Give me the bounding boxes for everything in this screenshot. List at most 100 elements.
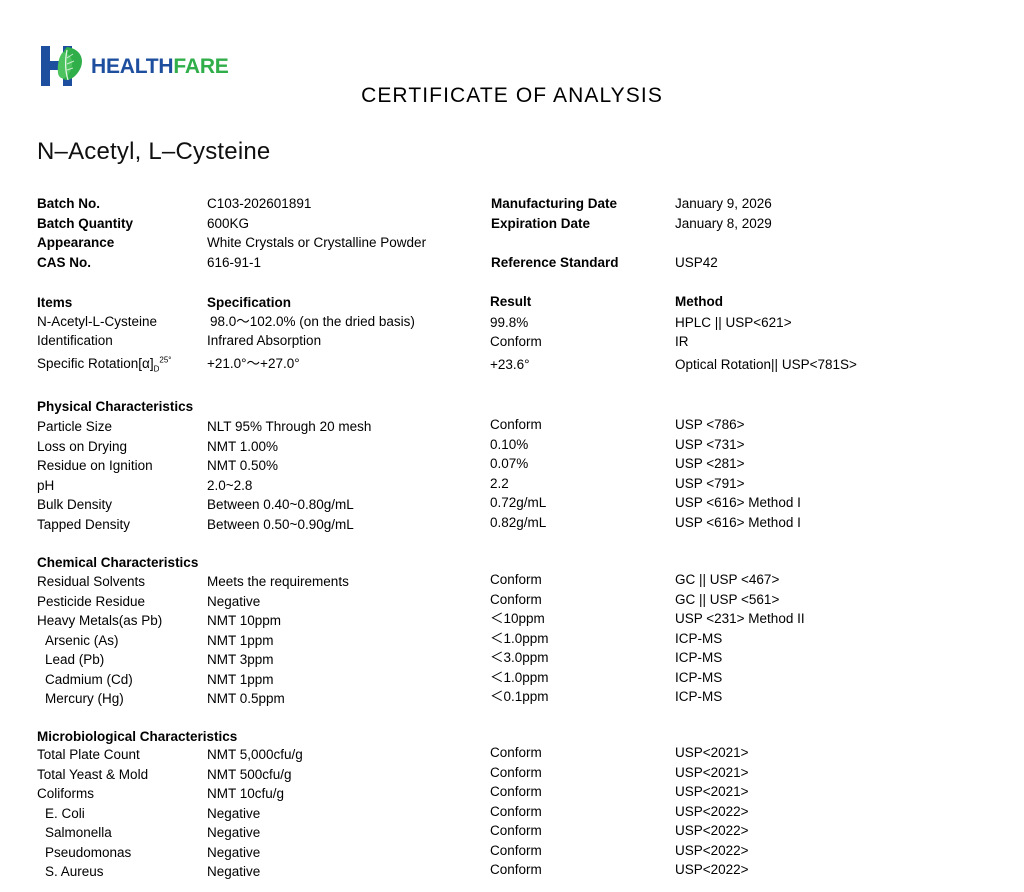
row-result: ＜1.0ppm xyxy=(490,630,549,646)
row-method: USP<2021> xyxy=(675,784,749,799)
row-specification: Negative xyxy=(207,864,261,879)
row-method: USP<2022> xyxy=(675,803,749,819)
row-specification: NMT 500cfu/g xyxy=(207,766,292,782)
row-item: Loss on Drying xyxy=(37,438,128,454)
row-specification: NMT 1.00% xyxy=(207,438,279,454)
row-method: ICP-MS xyxy=(675,689,723,704)
row-method: ICP-MS xyxy=(675,630,723,646)
meta-row: CAS No. 616-91-1 Reference Standard USP4… xyxy=(0,255,1024,275)
leaf-h-icon xyxy=(37,40,89,92)
row-item: pH xyxy=(37,477,55,493)
row-result: 0.07% xyxy=(490,456,529,471)
section-title-microbiological: Microbiological Characteristics xyxy=(37,729,238,744)
row-item: Residual Solvents xyxy=(37,574,146,589)
manufacturing-date-label: Manufacturing Date xyxy=(491,196,618,211)
batch-meta-block: Batch No. C103-202601891 Manufacturing D… xyxy=(0,196,1024,274)
row-method: USP<2021> xyxy=(675,764,749,780)
section-title-chemical: Chemical Characteristics xyxy=(37,555,199,570)
row-result: ＜3.0ppm xyxy=(490,650,549,665)
row-method: IR xyxy=(675,334,689,349)
batch-no-label: Batch No. xyxy=(37,196,101,211)
row-specification: NMT 0.50% xyxy=(207,458,279,473)
row-result: 99.8% xyxy=(490,315,529,330)
row-item-text: Specific Rotation[α] xyxy=(37,356,154,371)
row-result: +23.6° xyxy=(490,357,530,372)
appearance-label: Appearance xyxy=(37,235,115,250)
row-specification: Negative xyxy=(207,844,261,860)
row-specification: 2.0~2.8 xyxy=(207,477,253,493)
expiration-date-value: January 8, 2029 xyxy=(675,215,772,231)
row-method: USP <281> xyxy=(675,456,745,471)
row-result: Conform xyxy=(490,803,542,819)
row-specification: +21.0°～+27.0° xyxy=(207,356,300,371)
appearance-value: White Crystals or Crystalline Powder xyxy=(207,235,427,250)
row-item: Bulk Density xyxy=(37,497,113,512)
meta-row: Batch Quantity 600KG Expiration Date Jan… xyxy=(0,216,1024,236)
row-method: ICP-MS xyxy=(675,669,723,685)
row-result: Conform xyxy=(490,823,542,838)
logo-wordmark-secondary: FARE xyxy=(173,54,229,78)
row-item: Mercury (Hg) xyxy=(45,691,124,706)
batch-quantity-label: Batch Quantity xyxy=(37,215,134,231)
row-result: Conform xyxy=(490,764,542,780)
reference-standard-value: USP42 xyxy=(675,254,718,270)
row-specification: Between 0.50~0.90g/mL xyxy=(207,516,354,532)
row-result: ＜0.1ppm xyxy=(490,689,549,704)
row-method: USP<2021> xyxy=(675,745,749,760)
row-method: USP <231> Method II xyxy=(675,611,805,626)
section-physical-rows: Particle Size NLT 95% Through 20 mesh Co… xyxy=(0,417,1024,537)
logo-wordmark-primary: HEALTH xyxy=(91,54,174,78)
row-result: ＜1.0ppm xyxy=(490,669,549,685)
row-result: Conform xyxy=(490,591,542,607)
healthfare-logo: HEALTHFARE xyxy=(37,40,229,92)
row-item: Residue on Ignition xyxy=(37,458,153,473)
row-specification: NMT 1ppm xyxy=(207,632,274,648)
row-specification: Negative xyxy=(207,805,261,821)
manufacturing-date-value: January 9, 2026 xyxy=(675,196,772,211)
row-specification: Infrared Absorption xyxy=(207,333,322,348)
row-result: ＜10ppm xyxy=(490,611,545,626)
logo-wordmark: HEALTHFARE xyxy=(91,56,229,77)
row-specification: NMT 5,000cfu/g xyxy=(207,747,303,762)
page-title: CERTIFICATE OF ANALYSIS xyxy=(361,84,663,107)
row-result: Conform xyxy=(490,417,542,432)
row-method: USP <616> Method I xyxy=(675,495,801,510)
row-method: USP <786> xyxy=(675,417,745,432)
row-specification: NMT 1ppm xyxy=(207,671,274,687)
row-method: USP<2022> xyxy=(675,862,749,877)
row-item: Total Plate Count xyxy=(37,747,140,762)
row-item: Cadmium (Cd) xyxy=(45,671,133,687)
row-result: 0.72g/mL xyxy=(490,495,547,510)
row-method: ICP-MS xyxy=(675,650,723,665)
row-specification: NLT 95% Through 20 mesh xyxy=(207,419,372,434)
row-method: Optical Rotation|| USP<781S> xyxy=(675,357,857,372)
row-result: 2.2 xyxy=(490,475,509,491)
row-item: Particle Size xyxy=(37,419,113,434)
row-method: USP<2022> xyxy=(675,842,749,858)
row-item: Heavy Metals(as Pb) xyxy=(37,613,163,628)
row-result: Conform xyxy=(490,784,542,799)
row-item: E. Coli xyxy=(45,805,85,821)
expiration-date-label: Expiration Date xyxy=(491,215,591,231)
row-method: USP <616> Method I xyxy=(675,514,801,530)
row-method: USP <731> xyxy=(675,436,745,452)
meta-row: Appearance White Crystals or Crystalline… xyxy=(0,235,1024,255)
row-result: Conform xyxy=(490,745,542,760)
row-specification: NMT 3ppm xyxy=(207,652,274,667)
row-item-superscript: 25° xyxy=(159,355,172,365)
row-result: Conform xyxy=(490,862,542,877)
row-method: GC || USP <561> xyxy=(675,591,780,607)
row-item: N-Acetyl-L-Cysteine xyxy=(37,314,158,329)
row-item: Salmonella xyxy=(45,825,112,840)
row-specification: NMT 0.5ppm xyxy=(207,691,285,706)
row-specification: Negative xyxy=(207,825,261,840)
section-title-physical: Physical Characteristics xyxy=(37,399,194,414)
row-item: Identification xyxy=(37,333,113,348)
row-specification: NMT 10cfu/g xyxy=(207,786,285,801)
row-specification: Negative xyxy=(207,593,261,609)
section-microbiological-rows: Total Plate Count NMT 5,000cfu/g Conform… xyxy=(0,745,1024,885)
reference-standard-label: Reference Standard xyxy=(491,254,619,270)
assay-rows: N-Acetyl-L-Cysteine 98.0～102.0% (on the … xyxy=(0,315,1024,379)
row-specification: NMT 10ppm xyxy=(207,613,282,628)
